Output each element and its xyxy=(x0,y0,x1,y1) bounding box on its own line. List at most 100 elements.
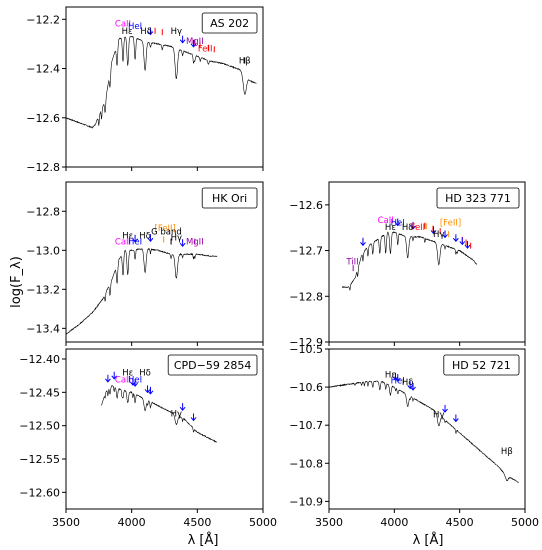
x-tick-label: 4000 xyxy=(380,516,408,529)
line-label: HeI xyxy=(391,376,405,386)
line-label: Hγ xyxy=(433,411,444,421)
panel-title-box xyxy=(201,187,258,209)
line-arrow-head xyxy=(410,225,416,230)
panel-title: CPD−59 2854 xyxy=(174,359,252,372)
line-label: Hγ xyxy=(171,234,182,244)
y-tick-label: −12.7 xyxy=(289,245,323,258)
line-label: CaII xyxy=(115,20,131,30)
line-arrow-head xyxy=(452,418,459,423)
line-label: Hβ xyxy=(239,57,251,67)
panel-title: HD 52 721 xyxy=(452,359,511,372)
panel-5: −10.5 −10.6 −10.7 −10.8 −10.9 3500 4000 4500 500… xyxy=(289,343,539,529)
line-arrow-head xyxy=(394,222,401,227)
line-label: Hγ xyxy=(171,27,182,37)
x-axis-label-left: λ [Å] xyxy=(188,532,219,548)
y-tick-label: −10.5 xyxy=(289,343,323,356)
line-label: Hδ xyxy=(139,369,151,379)
line-label: Hε xyxy=(122,27,133,37)
line-label: Hε xyxy=(122,232,133,242)
line-label: TiII xyxy=(345,257,358,267)
line-label: Hε xyxy=(122,369,133,379)
y-tick-label: −13.4 xyxy=(26,322,60,335)
line-label: CaII xyxy=(378,216,394,226)
line-arrow-head xyxy=(179,39,186,44)
line-label: HeI xyxy=(128,237,142,247)
spectrum-line xyxy=(66,35,257,129)
line-label: CaII xyxy=(115,375,131,385)
line-label: Hδ xyxy=(402,223,414,233)
line-arrow-head xyxy=(452,237,459,243)
line-arrow-head xyxy=(179,242,186,247)
line-arrow-head xyxy=(190,43,197,48)
panel-title-box xyxy=(201,12,258,34)
line-arrow-head xyxy=(442,408,448,413)
y-tick-label: −13.2 xyxy=(26,283,60,296)
line-label: CaII xyxy=(115,237,131,247)
line-label: Hγ xyxy=(433,230,444,240)
panel-title-box xyxy=(443,354,520,376)
line-arrow-head xyxy=(147,237,154,242)
y-tick-label: −12.45 xyxy=(19,386,60,399)
panel-title: AS 202 xyxy=(210,17,249,30)
line-label: Hδ xyxy=(402,378,414,388)
line-label: Hε xyxy=(385,371,396,381)
line-label: Hβ xyxy=(501,447,513,457)
x-tick-label: 5000 xyxy=(249,516,277,529)
line-label: HeI xyxy=(128,375,142,385)
panel-title-box xyxy=(436,187,520,209)
line-arrow-head xyxy=(410,386,416,391)
panel-2: −12.8 −13.0 −13.2 −13.4 HK Ori [FeII]G band Hε… xyxy=(26,181,264,346)
line-arrow-head xyxy=(147,390,154,395)
x-tick-label: 4500 xyxy=(446,516,474,529)
line-arrow-head xyxy=(430,230,437,235)
line-arrow-head xyxy=(129,381,136,386)
y-tick-label: −12.6 xyxy=(26,112,60,125)
y-tick-label: −10.9 xyxy=(289,495,323,508)
y-tick-label: −12.8 xyxy=(26,161,60,174)
plot-frame xyxy=(65,6,264,168)
x-tick-label: 4500 xyxy=(183,516,211,529)
line-arrow-head xyxy=(459,241,466,246)
plot-frame xyxy=(65,181,264,343)
y-tick-label: −12.50 xyxy=(19,420,60,433)
y-tick-label: −12.8 xyxy=(289,290,323,303)
x-tick-label: 3500 xyxy=(52,516,80,529)
line-label: HeI xyxy=(391,218,405,228)
y-tick-label: −12.2 xyxy=(26,13,60,26)
x-tick-label: 4000 xyxy=(118,516,146,529)
line-label: Hε xyxy=(385,223,396,233)
spectrum-line xyxy=(328,380,519,483)
line-label: [FeII] xyxy=(155,224,176,234)
line-arrow-head xyxy=(392,376,399,381)
line-label: MgII xyxy=(186,37,204,47)
y-tick-label: −10.7 xyxy=(289,419,323,432)
spectrum-line xyxy=(101,384,218,443)
line-arrow-head xyxy=(360,241,366,247)
panel-3: −12.6 −12.7 −12.8 −12.9 HD 323 771 TiII CaIIHe… xyxy=(289,181,526,349)
y-tick-label: −13.0 xyxy=(26,244,60,257)
line-label: Hγ xyxy=(171,409,182,419)
line-label: G band xyxy=(151,228,182,238)
y-tick-label: −10.8 xyxy=(289,457,323,470)
plot-frame xyxy=(328,348,526,510)
line-label: FeII xyxy=(198,44,213,54)
y-tick-label: −12.40 xyxy=(19,353,60,366)
line-label: [FeII] xyxy=(440,218,461,228)
line-label: FeII xyxy=(411,223,426,233)
line-label: Hδ xyxy=(140,27,152,37)
line-arrow-head xyxy=(144,389,151,394)
line-arrow-head xyxy=(132,382,138,387)
line-arrow-head xyxy=(464,244,471,249)
line-arrow-head xyxy=(407,384,414,390)
line-label: Hδ xyxy=(139,232,151,242)
y-tick-label: −12.55 xyxy=(19,453,60,466)
line-label: MgII xyxy=(186,237,204,247)
y-tick-label: −12.9 xyxy=(289,336,323,349)
spectrum-line xyxy=(341,231,477,291)
line-arrow-head xyxy=(147,31,154,36)
panel-4: −12.40 −12.45 −12.50 −12.55 −12.60 3500 4000 45… xyxy=(19,348,277,529)
y-tick-label: −12.6 xyxy=(289,199,323,212)
line-label: HeI xyxy=(128,22,142,32)
panel-title: HD 323 771 xyxy=(445,192,511,205)
